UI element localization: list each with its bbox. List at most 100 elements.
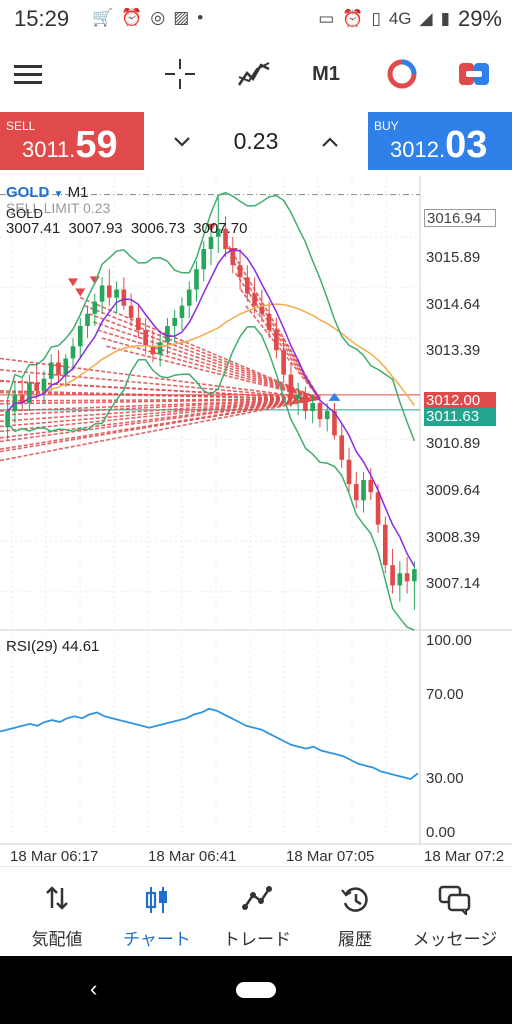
- time-tick: 18 Mar 07:05: [286, 848, 375, 865]
- candle-body: [99, 285, 105, 302]
- nav-trade-label: トレード: [223, 930, 291, 949]
- speedometer-icon: [387, 59, 417, 89]
- indicator-icon: [237, 62, 270, 86]
- bottom-nav: 気配値 チャート トレード: [0, 866, 512, 956]
- rsi-tick: 0.00: [426, 824, 456, 841]
- candle-body: [215, 228, 221, 237]
- candle-body: [317, 403, 323, 420]
- candle-body: [114, 289, 119, 298]
- pending-order-label: SELL LIMIT 0.23: [6, 200, 111, 216]
- ohlc-values: 3007.41 3007.93 3006.73 3007.70: [6, 220, 251, 237]
- status-bar: 15:29 🛒 ⏰ ◎ ▨ • ▭ ⏰ ▯ 4G ◢ ▮ 29%: [0, 0, 512, 36]
- order-line: [84, 304, 321, 400]
- candle-body: [136, 317, 141, 331]
- candlestick-icon: [145, 887, 167, 913]
- order-line: [93, 321, 321, 400]
- rsi-panel: [0, 707, 419, 780]
- volume-value[interactable]: 0.23: [233, 127, 279, 154]
- battery-percent: 29%: [457, 6, 502, 31]
- chevron-up-icon: [322, 136, 338, 147]
- new-order-button[interactable]: [456, 54, 492, 94]
- dot-icon: •: [197, 8, 204, 27]
- nav-history[interactable]: 履歴: [304, 867, 406, 957]
- order-line: [0, 398, 321, 462]
- sell-button[interactable]: SELL 3011.59: [0, 112, 144, 170]
- alarm-status-icon: ⏰: [342, 9, 364, 28]
- gallery-icon: ▨: [173, 8, 190, 27]
- volume-decrease-button[interactable]: [174, 131, 190, 152]
- ohlc-open: 3007.41: [6, 220, 61, 237]
- nav-trade[interactable]: トレード: [206, 867, 308, 957]
- chrome-icon: ◎: [150, 8, 166, 27]
- buy-button[interactable]: BUY 3012.03: [368, 112, 512, 170]
- candle-body: [259, 305, 265, 314]
- symbol-label[interactable]: GOLD ▼ M1: [6, 184, 88, 201]
- order-line: [0, 398, 321, 428]
- nav-quotes[interactable]: 気配値: [6, 867, 108, 957]
- rsi-line: [0, 707, 419, 780]
- candle-body: [143, 330, 148, 347]
- order-line: [0, 398, 321, 451]
- candle-body: [281, 350, 286, 375]
- candle-body: [201, 248, 207, 270]
- back-icon[interactable]: ‹: [90, 976, 98, 1001]
- candle-body: [390, 565, 395, 586]
- ohlc-low: 3006.73: [130, 220, 186, 237]
- oneclick-trading-button[interactable]: [384, 54, 420, 94]
- vibrate-icon: ▯: [371, 9, 381, 28]
- order-line: [0, 398, 321, 453]
- candle-body: [252, 293, 257, 306]
- buy-order-marker: [328, 392, 341, 401]
- nav-messages[interactable]: メッセージ: [404, 867, 506, 957]
- candle-body: [48, 362, 54, 379]
- candle-body: [303, 394, 308, 412]
- nav-messages-label: メッセージ: [412, 930, 498, 949]
- timeframe-button[interactable]: M1: [312, 62, 340, 85]
- symbol-timeframe: M1: [67, 184, 89, 201]
- candle-body: [77, 325, 83, 347]
- menu-button[interactable]: [10, 54, 46, 94]
- order-icon: [459, 63, 489, 85]
- cart-icon: 🛒: [92, 8, 114, 27]
- crosshair-button[interactable]: [162, 54, 198, 94]
- candle-body: [150, 346, 156, 355]
- candle-body: [27, 382, 32, 403]
- candle-body: [244, 277, 250, 294]
- candle-body: [172, 317, 178, 326]
- price-chart[interactable]: [0, 176, 512, 866]
- indicators-button[interactable]: [234, 54, 274, 94]
- order-line: [0, 398, 321, 423]
- alarm-icon: ⏰: [121, 8, 143, 27]
- candle-body: [361, 480, 366, 501]
- candle-body: [375, 492, 381, 525]
- buy-label: BUY: [374, 119, 399, 133]
- candle-body: [223, 228, 228, 249]
- order-line: [88, 313, 321, 400]
- sell-label: SELL: [6, 119, 36, 133]
- status-right: ▭ ⏰ ▯ 4G ◢ ▮ 29%: [318, 6, 502, 32]
- order-line: [0, 398, 321, 433]
- buy-price: 3012.03: [390, 124, 487, 167]
- order-line: [240, 289, 321, 400]
- candle-body: [121, 289, 127, 306]
- candle-body: [186, 289, 192, 306]
- rsi-tick: 100.00: [426, 632, 472, 649]
- candle-body: [237, 265, 243, 278]
- order-line: [0, 398, 320, 402]
- ask-price-tag: 3012.00: [424, 392, 496, 410]
- battery-icon: ▮: [440, 9, 450, 28]
- order-line: [0, 398, 320, 412]
- candle-body: [295, 394, 301, 399]
- nav-chart[interactable]: チャート: [106, 867, 208, 957]
- sell-order-marker: [68, 278, 78, 287]
- order-line: [245, 305, 321, 400]
- trade-line-icon: [242, 886, 272, 910]
- volume-increase-button[interactable]: [322, 131, 338, 152]
- rsi-tick: 30.00: [426, 770, 464, 787]
- chart-area[interactable]: GOLD ▼ M1 SELL LIMIT 0.23 GOLD 3007.41 3…: [0, 176, 512, 866]
- candle-body: [63, 358, 69, 375]
- order-line: [97, 329, 321, 400]
- home-pill[interactable]: [236, 982, 276, 998]
- messages-icon: [438, 885, 471, 915]
- signal-icon: ◢: [419, 9, 433, 28]
